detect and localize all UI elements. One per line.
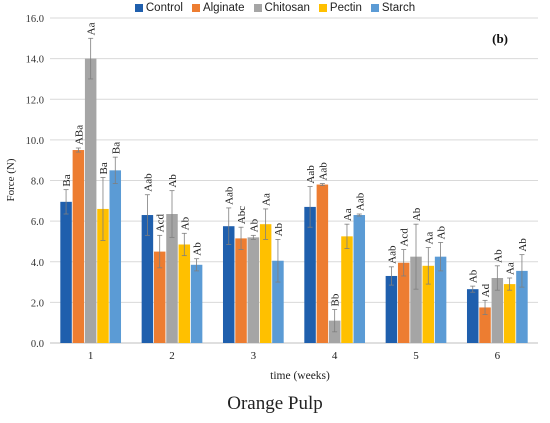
y-tick-label: 6.0 [31, 217, 44, 228]
bar [341, 236, 353, 343]
legend-item: Control [134, 2, 183, 14]
bar [410, 256, 422, 343]
bar [178, 244, 191, 343]
significance-label: Ab [517, 238, 529, 252]
significance-label: Acd [155, 214, 167, 233]
x-tick-label: 5 [413, 350, 419, 362]
y-tick-label: 0.0 [31, 339, 44, 350]
bar [259, 224, 272, 343]
significance-label: Ab [492, 249, 504, 263]
bar [141, 215, 154, 343]
significance-label: Ad [480, 283, 492, 297]
significance-label: Ba [110, 142, 122, 154]
significance-label: ABa [73, 125, 85, 145]
significance-label: Ab [468, 269, 480, 283]
y-tick-label: 16.0 [26, 14, 44, 25]
significance-label: Aa [86, 22, 98, 35]
legend-label: Control [145, 2, 183, 14]
legend-label: Pectin [329, 2, 362, 14]
bar [190, 264, 203, 343]
significance-label: Ab [273, 222, 285, 236]
y-tick-label: 8.0 [31, 177, 44, 188]
bar [434, 256, 447, 343]
legend-item: Chitosan [253, 2, 310, 14]
panel-label: (b) [492, 31, 508, 46]
legend-label: Chitosan [264, 2, 310, 14]
significance-label: Acd [399, 228, 411, 247]
bar [491, 278, 504, 343]
significance-label: Aab [305, 165, 317, 184]
x-tick-label: 6 [495, 350, 501, 362]
bar [316, 184, 329, 343]
figure-caption: Orange Pulp [227, 393, 323, 414]
legend-item: Alginate [191, 2, 245, 14]
bar [272, 260, 284, 343]
significance-label: Ba [98, 162, 110, 174]
legend-swatch [134, 4, 143, 12]
y-tick-label: 2.0 [31, 298, 44, 309]
bar [385, 275, 398, 343]
bar [222, 226, 235, 343]
y-tick-label: 14.0 [26, 55, 44, 66]
significance-label: Aa [505, 262, 517, 275]
significance-label: Ab [411, 207, 423, 221]
y-tick-label: 4.0 [31, 258, 44, 269]
legend-item: Starch [370, 2, 416, 14]
bar [153, 251, 166, 343]
legend-swatch [318, 4, 327, 12]
bar [109, 170, 122, 343]
x-tick-label: 2 [169, 350, 175, 362]
bar [60, 201, 72, 343]
bar [503, 284, 516, 343]
x-tick-label: 4 [332, 350, 338, 362]
significance-label: Ab [167, 174, 179, 188]
bar [479, 307, 491, 343]
bar [304, 206, 316, 343]
significance-label: Ab [436, 226, 448, 240]
significance-label: Bb [330, 293, 342, 306]
bar [72, 150, 85, 343]
bar [166, 214, 178, 343]
significance-label: Ab [179, 216, 191, 230]
bar [466, 289, 479, 343]
significance-label: Aa [261, 193, 273, 206]
significance-label: Ba [61, 174, 73, 186]
bar [235, 238, 247, 343]
legend-swatch [191, 4, 200, 12]
bar [516, 270, 528, 343]
chart-legend: Control Alginate Chitosan Pectin Starch [0, 2, 550, 14]
significance-label: Aa [342, 208, 354, 221]
y-axis-title: Force (N) [5, 158, 17, 201]
significance-label: Aab [354, 192, 366, 211]
significance-label: Aab [317, 162, 329, 181]
x-tick-label: 3 [251, 350, 257, 362]
x-tick-label: 1 [88, 350, 94, 362]
significance-label: Ab [192, 242, 204, 256]
significance-label: Abc [236, 206, 248, 224]
legend-label: Alginate [202, 2, 245, 14]
significance-label: Aab [386, 245, 398, 264]
legend-swatch [253, 4, 262, 12]
bar [422, 265, 435, 343]
y-tick-label: 10.0 [26, 136, 44, 147]
significance-label: Aab [142, 173, 154, 192]
bar [247, 237, 260, 343]
bar [84, 58, 97, 343]
bar [353, 215, 366, 343]
legend-label: Starch [381, 2, 416, 14]
x-axis-title: time (weeks) [270, 370, 330, 382]
y-tick-label: 12.0 [26, 95, 44, 106]
significance-label: Ab [248, 218, 260, 232]
legend-swatch [370, 4, 379, 12]
bar [97, 208, 109, 343]
legend-item: Pectin [318, 2, 362, 14]
significance-label: Aab [224, 186, 236, 205]
significance-label: Aa [423, 232, 435, 245]
bar [397, 262, 410, 343]
